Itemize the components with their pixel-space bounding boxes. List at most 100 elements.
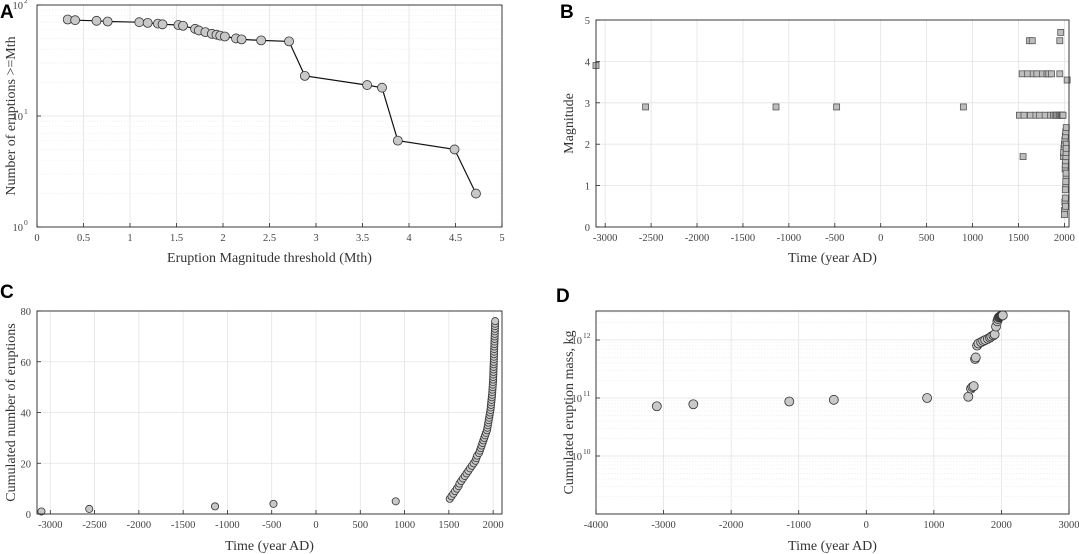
x-tick-label: -3000 [651,520,676,531]
data-point [1048,70,1055,78]
x-tick-label: 2000 [1054,233,1075,244]
x-tick-label: 1000 [962,233,983,244]
x-tick-label: -1500 [171,520,196,531]
data-point [1059,111,1067,119]
data-point [1062,169,1070,177]
data-point [1062,144,1070,152]
data-point [1061,211,1068,218]
y-tick-exponent: 0 [24,218,28,227]
data-point [256,35,267,46]
x-tick-label: 1000 [923,520,944,531]
data-point [1056,70,1064,78]
data-point [922,393,932,403]
data-point [211,502,220,511]
data-point [963,391,974,402]
x-axis-label: Time (year AD) [788,539,877,554]
x-tick-label: -500 [262,520,281,531]
data-point [1063,76,1071,84]
x-tick-label: -3000 [593,233,618,244]
data-point [362,80,373,90]
x-tick-label: -500 [825,233,844,244]
data-point [471,188,481,199]
data-point [1018,70,1026,78]
data-point [651,401,662,412]
x-tick-label: 2000 [483,520,504,531]
y-tick-label: 1 [585,182,590,193]
data-point [178,20,188,31]
data-point [1041,111,1049,119]
data-point [392,135,403,146]
y-tick-label: 20 [21,459,32,470]
data-point [1057,29,1065,36]
x-tick-label: -1000 [786,520,811,531]
data-point [968,381,979,392]
data-point [688,399,699,410]
data-point [102,16,113,27]
data-point [377,82,387,93]
data-point [959,103,967,111]
x-tick-label: 4 [406,233,412,244]
x-tick-label: 1500 [438,520,459,531]
data-point [828,394,839,405]
x-axis-label: Eruption Magnitude threshold (Mth) [167,251,372,266]
data-point [391,497,400,506]
y-tick-label: 2 [585,140,590,151]
x-tick-label: -3000 [38,520,63,531]
x-tick-label: -2000 [719,520,744,531]
y-tick-label: 10 [13,1,24,12]
panel-b: B -3000 -2500 -2000 -1500 -1000 -500 0 500 1000 1… [560,2,1075,266]
x-tick-label: 3 [313,233,318,244]
data-point [970,352,981,363]
x-tick-label: 0 [34,233,39,244]
data-point [1033,70,1041,78]
y-tick-label: 10 [13,223,24,234]
panel-d: D -4000 -3000 -2000 -1000 0 1000 2000 3000 1010… [556,286,1079,554]
panel-letter-b: B [560,2,574,23]
data-point [236,34,247,45]
data-point [1027,111,1034,119]
y-tick-label: 80 [21,307,32,318]
x-axis-label: Time (year AD) [788,251,877,266]
x-tick-label: 2000 [991,520,1012,531]
x-axis-label: Time (year AD) [225,539,314,554]
series-line [67,18,477,194]
data-point [1062,124,1070,132]
y-tick-label: 10 [13,112,24,123]
x-tick-label: 0 [313,520,318,531]
data-point [1056,37,1064,45]
data-point [449,144,460,155]
x-tick-label: 2 [220,233,225,244]
x-tick-label: -1000 [777,233,802,244]
y-tick-label: 60 [21,358,32,369]
x-tick-label: 1000 [394,520,415,531]
data-point [1020,111,1028,119]
data-point [85,504,94,513]
x-tick-label: -2500 [82,520,107,531]
y-tick-label: 40 [21,409,32,420]
y-tick-label: 0 [585,223,590,234]
y-axis-label: Magnitude [562,93,577,154]
data-point [1028,37,1036,45]
x-tick-label: -2500 [639,233,664,244]
x-tick-label: 0 [878,233,883,244]
data-point [784,396,795,407]
data-point [772,103,780,111]
y-tick-label: 5 [585,16,590,27]
data-point [833,103,841,111]
data-point [91,15,102,26]
y-tick-label: 10 [572,336,583,347]
panel-letter-a: A [0,2,14,23]
data-point [269,499,278,508]
x-tick-label: -1000 [215,520,240,531]
panel-letter-c: C [0,282,14,303]
x-tick-label: 2.5 [263,233,276,244]
y-tick-label: 10 [572,394,583,405]
plot-frame [595,310,1070,515]
panel-letter-d: D [556,286,570,307]
x-tick-label: 5 [499,233,504,244]
data-point [1024,70,1032,78]
x-tick-label: 500 [352,520,368,531]
y-tick-label: 10 [572,452,583,463]
y-tick-label: 4 [585,57,591,68]
